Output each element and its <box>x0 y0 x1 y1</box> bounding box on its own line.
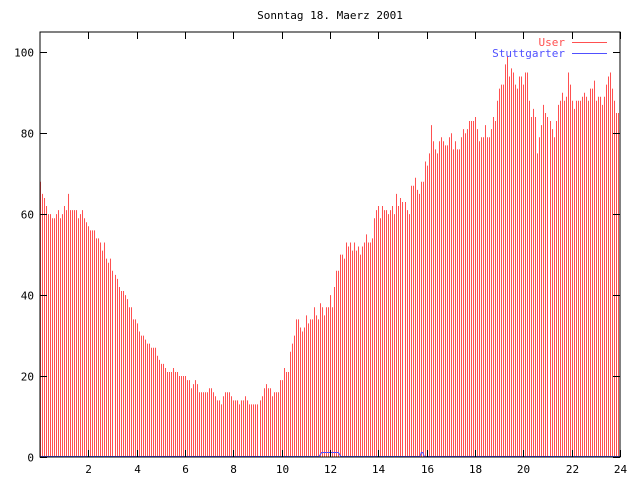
y-tick-label: 40 <box>21 290 34 303</box>
y-tick-label: 60 <box>21 209 34 222</box>
y-tick-label: 100 <box>14 47 34 60</box>
x-tick-label: 24 <box>614 463 628 476</box>
user-bars <box>40 56 619 457</box>
chart-title: Sonntag 18. Maerz 2001 <box>257 9 403 22</box>
x-tick-label: 10 <box>276 463 289 476</box>
x-tick-label: 16 <box>421 463 434 476</box>
x-tick-label: 12 <box>324 463 337 476</box>
legend-label-stuttgarter: Stuttgarter <box>492 47 565 60</box>
x-tick-label: 4 <box>134 463 141 476</box>
x-tick-label: 8 <box>230 463 237 476</box>
x-tick-label: 6 <box>182 463 189 476</box>
legend-label-user: User <box>539 36 566 49</box>
y-tick-label: 20 <box>21 371 34 384</box>
legend: User Stuttgarter <box>492 36 607 60</box>
x-tick-label: 2 <box>85 463 92 476</box>
x-tick-label: 20 <box>517 463 530 476</box>
x-tick-label: 14 <box>372 463 386 476</box>
y-tick-label: 80 <box>21 128 34 141</box>
x-tick-label: 22 <box>566 463 579 476</box>
x-tick-label: 18 <box>469 463 482 476</box>
y-tick-label: 0 <box>27 452 34 465</box>
